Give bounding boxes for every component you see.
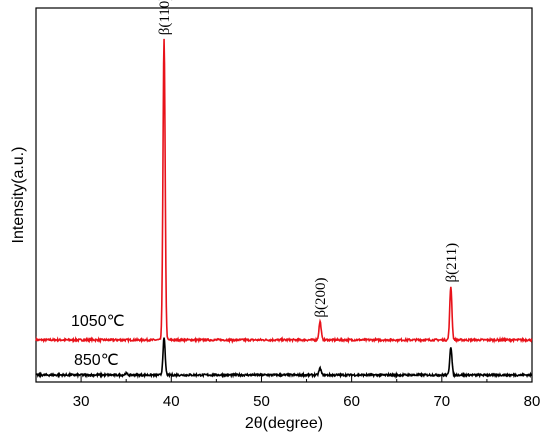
x-tick-label: 40 — [163, 393, 180, 410]
series-line-850 — [35, 337, 533, 380]
series-line-1050 — [35, 38, 533, 345]
plot-frame — [35, 7, 533, 383]
peak-label: β(211) — [444, 243, 460, 283]
x-tick-label: 50 — [253, 393, 270, 410]
y-axis-title: Intensity(a.u.) — [10, 147, 27, 244]
x-tick-label: 80 — [524, 393, 541, 410]
x-tick-label: 70 — [433, 393, 450, 410]
series-label-850: 850℃ — [74, 352, 119, 369]
series-layer — [35, 38, 533, 380]
x-axis-ticks: 30 40 50 60 70 80 — [35, 376, 541, 410]
x-tick-label: 30 — [73, 393, 90, 410]
peak-labels: β(110) β(200) β(211) — [157, 0, 460, 318]
x-axis-title: 2θ(degree) — [245, 415, 323, 432]
x-tick-label: 60 — [343, 393, 360, 410]
series-label-1050: 1050℃ — [71, 313, 125, 330]
peak-label: β(110) — [157, 0, 173, 35]
peak-label: β(200) — [313, 277, 329, 317]
